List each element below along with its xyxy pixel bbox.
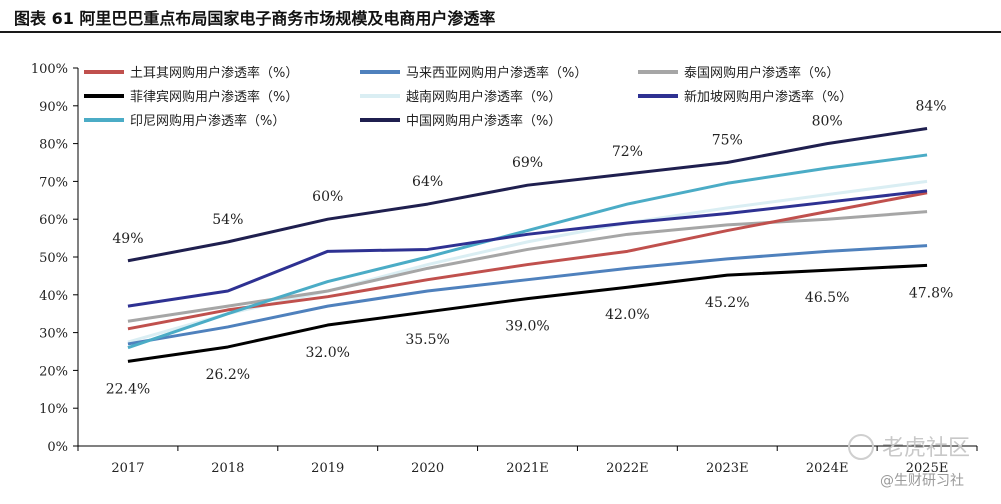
x-tick-label: 2020 — [411, 461, 444, 476]
y-tick-label: 100% — [31, 62, 68, 77]
legend-label: 泰国网购用户渗透率（%） — [684, 65, 839, 81]
chart-title: 图表 61 阿里巴巴重点布局国家电子商务市场规模及电商用户渗透率 — [14, 9, 496, 28]
y-tick-label: 80% — [39, 138, 68, 153]
data-label: 72% — [612, 144, 643, 160]
x-tick-label: 2024E — [806, 461, 849, 476]
data-label: 46.5% — [805, 290, 849, 306]
y-tick-label: 90% — [39, 100, 68, 115]
data-label: 47.8% — [909, 285, 953, 301]
data-label: 80% — [812, 114, 843, 130]
x-tick-label: 2025E — [906, 461, 949, 476]
data-label: 49% — [112, 231, 143, 247]
data-label: 42.0% — [605, 307, 649, 323]
watermark-sub: @生财研习社 — [880, 473, 964, 489]
line-chart: 0% 10% 20% 30% 40% 50% 60% 70% 80% 90% 100% 2017 201… — [31, 62, 978, 476]
data-label: 75% — [712, 133, 743, 149]
x-tick-label: 2021E — [506, 461, 549, 476]
y-tick-label: 70% — [39, 175, 68, 190]
title-bar: 图表 61 阿里巴巴重点布局国家电子商务市场规模及电商用户渗透率 — [0, 0, 1001, 33]
tiger-logo-icon — [848, 434, 874, 460]
legend-label: 土耳其网购用户渗透率（%） — [130, 65, 298, 81]
data-label: 26.2% — [206, 367, 250, 383]
series-line — [127, 263, 928, 363]
series-line — [127, 153, 928, 350]
y-tick-label: 30% — [39, 327, 68, 342]
data-label: 84% — [915, 98, 946, 114]
x-tick-label: 2018 — [211, 461, 244, 476]
series-line — [127, 189, 928, 308]
series-line — [127, 126, 928, 263]
watermark: 老虎社区 @生财研习社 — [842, 430, 992, 496]
x-tick-label: 2017 — [111, 461, 144, 476]
data-label: 60% — [312, 189, 343, 205]
y-tick-label: 60% — [39, 213, 68, 228]
legend-label: 菲律宾网购用户渗透率（%） — [130, 89, 298, 105]
data-label: 69% — [512, 155, 543, 171]
legend-label: 中国网购用户渗透率（%） — [406, 113, 561, 129]
data-label: 22.4% — [106, 381, 150, 397]
y-tick-label: 50% — [39, 251, 68, 266]
data-label: 32.0% — [305, 345, 349, 361]
series-line — [127, 191, 928, 331]
series-line — [127, 244, 928, 346]
x-tick-label: 2019 — [311, 461, 344, 476]
legend-label: 越南网购用户渗透率（%） — [406, 89, 561, 105]
data-label: 45.2% — [705, 295, 749, 311]
series-line — [127, 210, 928, 323]
legend-label: 新加坡网购用户渗透率（%） — [684, 89, 852, 105]
x-tick-label: 2023E — [706, 461, 749, 476]
y-tick-label: 20% — [39, 364, 68, 379]
y-tick-label: 0% — [47, 440, 68, 455]
x-tick-label: 2022E — [606, 461, 649, 476]
watermark-main: 老虎社区 — [882, 436, 971, 461]
data-label: 35.5% — [405, 332, 449, 348]
y-tick-label: 40% — [39, 289, 68, 304]
data-label: 54% — [212, 212, 243, 228]
legend-label: 马来西亚网购用户渗透率（%） — [406, 65, 587, 81]
data-label: 39.0% — [505, 319, 549, 335]
legend-label: 印尼网购用户渗透率（%） — [130, 113, 285, 129]
y-tick-label: 10% — [39, 402, 68, 417]
data-label: 64% — [412, 174, 443, 190]
